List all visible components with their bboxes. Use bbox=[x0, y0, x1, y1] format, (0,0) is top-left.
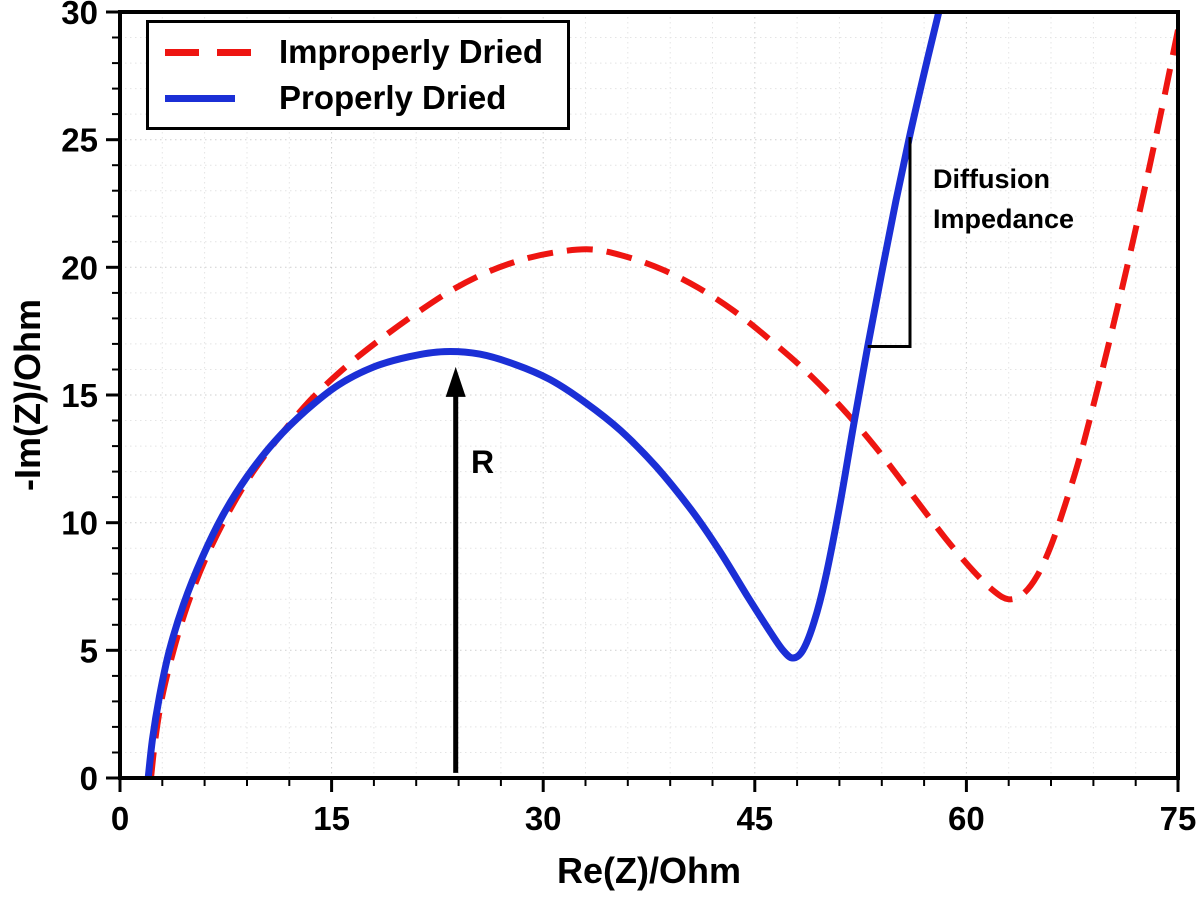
legend-line-sample-improperly-dried bbox=[165, 48, 265, 56]
legend-label-improperly-dried: Improperly Dried bbox=[279, 33, 544, 70]
legend-item-properly-dried: Properly Dried bbox=[165, 79, 543, 117]
legend-label-properly-dried: Properly Dried bbox=[279, 79, 507, 116]
svg-text:30: 30 bbox=[61, 0, 98, 31]
svg-text:0: 0 bbox=[80, 760, 98, 797]
diffusion-impedance-label-line2: Impedance bbox=[933, 204, 1075, 234]
svg-text:75: 75 bbox=[1160, 800, 1197, 837]
legend-item-improperly-dried: Improperly Dried bbox=[165, 33, 543, 71]
x-axis-label: Re(Z)/Ohm bbox=[557, 850, 741, 891]
diffusion-impedance-label: Diffusion Impedance bbox=[933, 159, 1074, 239]
svg-text:45: 45 bbox=[736, 800, 773, 837]
svg-text:10: 10 bbox=[61, 505, 98, 542]
svg-text:15: 15 bbox=[313, 800, 350, 837]
svg-text:20: 20 bbox=[61, 249, 98, 286]
diffusion-slope-triangle bbox=[867, 137, 912, 348]
legend: Improperly Dried Properly Dried bbox=[146, 20, 571, 130]
y-axis-label: -Im(Z)/Ohm bbox=[7, 299, 48, 491]
r-arrow-label: R bbox=[471, 444, 495, 480]
legend-line-sample-properly-dried bbox=[165, 94, 235, 102]
svg-text:0: 0 bbox=[111, 800, 129, 837]
svg-text:60: 60 bbox=[948, 800, 985, 837]
svg-text:30: 30 bbox=[525, 800, 562, 837]
diffusion-impedance-label-line1: Diffusion bbox=[933, 164, 1050, 194]
svg-text:15: 15 bbox=[61, 377, 98, 414]
svg-text:25: 25 bbox=[61, 122, 98, 159]
r-arrow-head bbox=[445, 366, 466, 397]
svg-text:5: 5 bbox=[80, 632, 98, 669]
